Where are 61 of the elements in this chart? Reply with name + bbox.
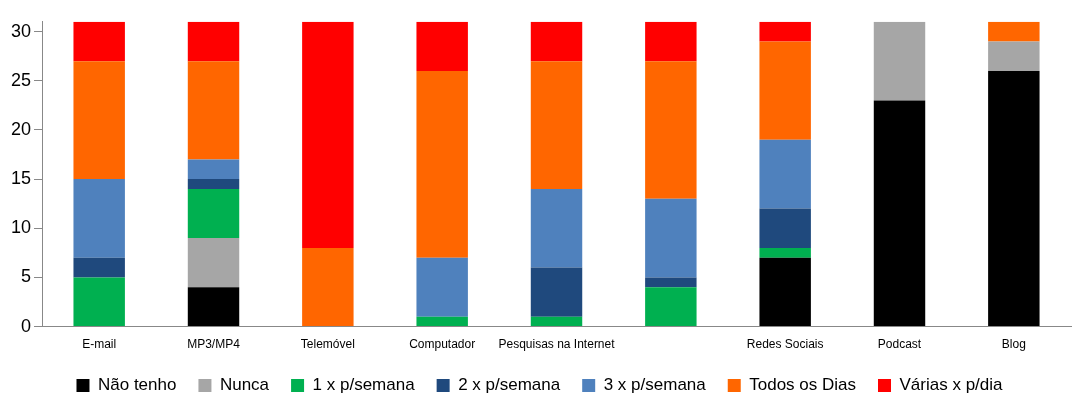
bar [759, 41, 811, 140]
bar [73, 179, 125, 258]
bar [187, 179, 240, 189]
bar [645, 21, 697, 62]
bar [759, 21, 811, 42]
bar [988, 21, 1040, 42]
x-tick-label: Blog [1001, 337, 1026, 352]
bar [759, 257, 811, 327]
bar [530, 21, 583, 62]
bar [416, 70, 468, 258]
bar [73, 61, 125, 180]
bar [187, 287, 240, 327]
bar [530, 316, 583, 327]
bar [187, 159, 240, 180]
bar [873, 21, 926, 101]
legend-label: Não tenho [97, 375, 177, 395]
bar [187, 61, 240, 160]
bar [416, 316, 468, 327]
bar [759, 139, 811, 209]
bar [187, 188, 240, 239]
bar [73, 277, 125, 327]
bar [530, 267, 583, 317]
bar [645, 277, 697, 288]
bar [759, 208, 811, 248]
bar [302, 21, 354, 248]
legend-label: Todos os Dias [749, 375, 857, 395]
bar [645, 287, 697, 327]
x-tick-label: Redes Sociais [746, 337, 824, 352]
legend-label: Várias x p/dia [899, 375, 1004, 395]
legend-label: Nunca [219, 375, 270, 395]
bar [988, 70, 1040, 327]
bar [416, 21, 468, 71]
x-tick-label: E-mail [82, 337, 117, 352]
y-tick-label: 25 [10, 69, 32, 90]
x-tick-label: Pesquisas na Internet [498, 337, 616, 352]
bar [416, 257, 468, 317]
bar [873, 100, 926, 327]
bar [645, 198, 697, 278]
bar [645, 61, 697, 199]
legend-label: 2 x p/semana [458, 375, 561, 395]
y-tick-label: 0 [21, 315, 32, 336]
legend-label: 1 x p/semana [312, 375, 416, 395]
bar [759, 247, 811, 258]
x-tick-label: Telemóvel [300, 337, 355, 352]
bar [187, 21, 240, 62]
bar [530, 188, 583, 268]
y-tick-label: 15 [10, 168, 32, 189]
y-tick-label: 30 [10, 20, 32, 41]
bar [530, 61, 583, 189]
y-tick-label: 5 [21, 266, 32, 287]
bar [187, 238, 240, 288]
bar [302, 247, 354, 327]
bar [73, 257, 125, 278]
legend-label: 3 x p/semana [603, 375, 707, 395]
y-tick-label: 20 [10, 118, 32, 139]
bar [73, 21, 125, 62]
x-tick-label: MP3/MP4 [187, 337, 241, 352]
x-tick-label: Podcast [877, 337, 922, 352]
y-tick-label: 10 [10, 217, 32, 238]
bar [988, 41, 1040, 71]
x-tick-label: Computador [409, 337, 476, 352]
